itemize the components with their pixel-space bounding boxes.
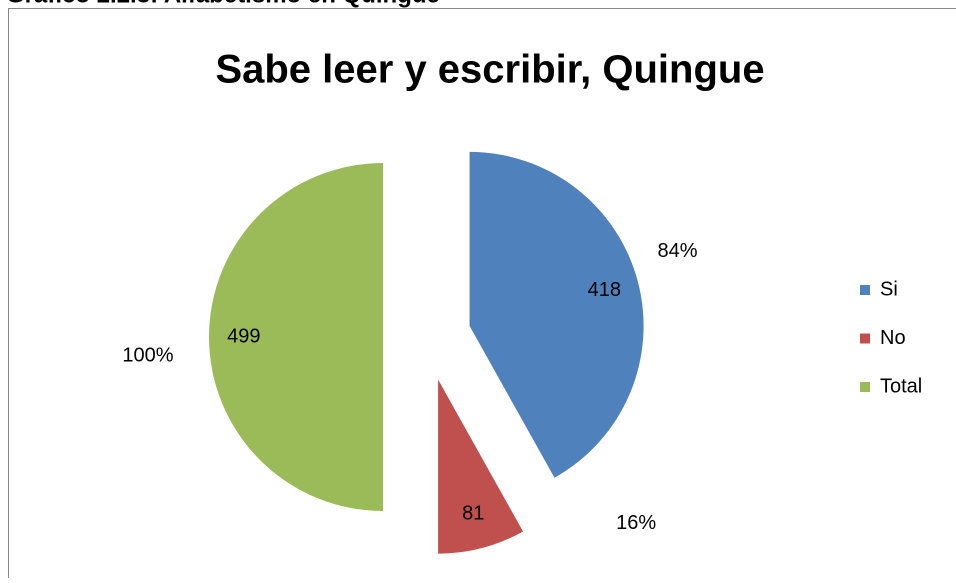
data-label: 499: [227, 325, 260, 347]
data-label: 81: [462, 503, 484, 525]
legend-label: Si: [880, 278, 898, 300]
percent-label: 84%: [658, 240, 698, 262]
legend-label: Total: [880, 375, 922, 397]
data-label: 418: [588, 279, 621, 301]
caption: Gráfico 2.2.3: Alfabetismo en Quingue: [6, 0, 440, 8]
legend-swatch: [860, 334, 870, 344]
legend-swatch: [860, 382, 870, 392]
legend-label: No: [880, 327, 906, 349]
chart-title: Sabe leer y escribir, Quingue: [215, 48, 764, 92]
percent-label: 100%: [122, 344, 173, 366]
percent-label: 16%: [616, 512, 656, 534]
legend-swatch: [860, 285, 870, 295]
